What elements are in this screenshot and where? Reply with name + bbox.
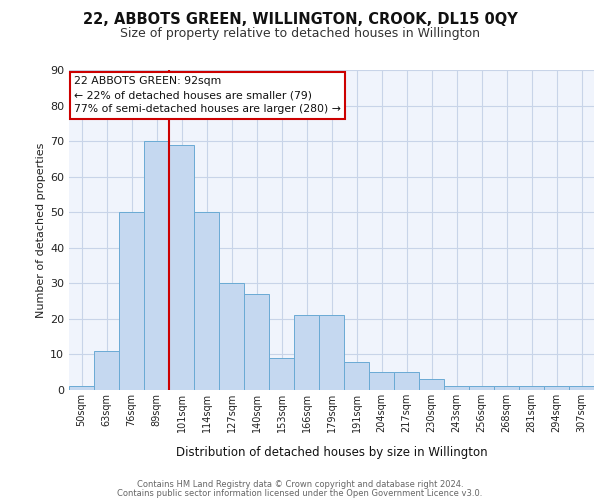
Bar [394, 372, 419, 390]
Bar [494, 386, 519, 390]
Bar [194, 212, 219, 390]
Bar [294, 316, 319, 390]
Y-axis label: Number of detached properties: Number of detached properties [36, 142, 46, 318]
Bar [569, 386, 594, 390]
Bar [94, 351, 119, 390]
Bar [469, 386, 494, 390]
Bar [519, 386, 544, 390]
Text: Contains public sector information licensed under the Open Government Licence v3: Contains public sector information licen… [118, 488, 482, 498]
Bar [244, 294, 269, 390]
Bar [369, 372, 394, 390]
Bar [119, 212, 144, 390]
Bar [69, 386, 94, 390]
Bar [344, 362, 369, 390]
X-axis label: Distribution of detached houses by size in Willington: Distribution of detached houses by size … [176, 446, 487, 459]
Bar [269, 358, 294, 390]
Text: 22, ABBOTS GREEN, WILLINGTON, CROOK, DL15 0QY: 22, ABBOTS GREEN, WILLINGTON, CROOK, DL1… [83, 12, 517, 28]
Text: Size of property relative to detached houses in Willington: Size of property relative to detached ho… [120, 28, 480, 40]
Bar [419, 380, 444, 390]
Bar [444, 386, 469, 390]
Bar [544, 386, 569, 390]
Bar [144, 141, 169, 390]
Bar [169, 144, 194, 390]
Bar [319, 316, 344, 390]
Text: Contains HM Land Registry data © Crown copyright and database right 2024.: Contains HM Land Registry data © Crown c… [137, 480, 463, 489]
Text: 22 ABBOTS GREEN: 92sqm
← 22% of detached houses are smaller (79)
77% of semi-det: 22 ABBOTS GREEN: 92sqm ← 22% of detached… [74, 76, 341, 114]
Bar [219, 284, 244, 390]
